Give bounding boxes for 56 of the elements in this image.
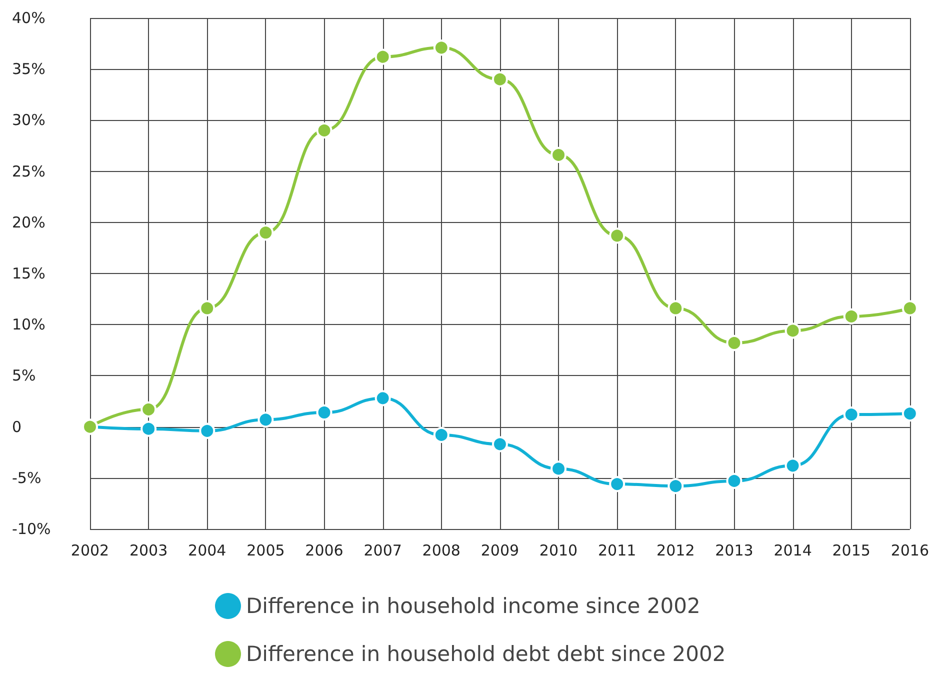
- x-tick-label: 2008: [422, 542, 460, 560]
- point: [902, 300, 918, 316]
- x-tick-label: 2003: [129, 542, 168, 560]
- point: [726, 472, 742, 489]
- y-tick-label: 35%: [12, 60, 46, 78]
- y-tick-label: 10%: [12, 316, 46, 334]
- point: [492, 71, 508, 88]
- point: [784, 322, 801, 339]
- point: [492, 436, 508, 452]
- y-tick-label: 30%: [12, 111, 46, 130]
- point: [668, 478, 684, 494]
- point: [902, 406, 918, 422]
- x-tick-label: 2012: [656, 542, 695, 560]
- point: [374, 390, 391, 406]
- x-tick-label: 2014: [774, 542, 812, 560]
- x-tick-label: 2013: [715, 542, 754, 560]
- point: [258, 224, 274, 241]
- x-tick-label: 2004: [188, 542, 226, 560]
- point: [609, 228, 626, 244]
- point: [843, 308, 860, 324]
- y-tick-label: 0: [12, 418, 22, 436]
- y-tick-label: 15%: [12, 264, 46, 282]
- point: [316, 122, 332, 138]
- x-tick-label: 2005: [246, 542, 285, 560]
- point: [784, 458, 801, 474]
- point: [550, 460, 567, 477]
- point: [374, 48, 391, 65]
- x-tick-label: 2010: [539, 542, 578, 560]
- x-tick-label: 2016: [890, 542, 930, 560]
- legend-label: Difference in household income since 2002: [246, 594, 700, 618]
- point: [668, 300, 684, 316]
- y-tick-label: -10%: [12, 520, 51, 538]
- point: [433, 426, 450, 443]
- y-tick-label: -5%: [12, 468, 42, 487]
- x-tick-label: 2006: [305, 542, 344, 560]
- legend-label: Difference in household debt debt since 2002: [246, 642, 726, 666]
- point: [140, 401, 157, 418]
- point: [199, 422, 216, 439]
- point: [843, 406, 860, 423]
- y-tick-label: 20%: [12, 213, 46, 232]
- x-tick-label: 2009: [480, 542, 520, 560]
- x-tick-label: 2002: [70, 542, 110, 560]
- point: [609, 476, 626, 492]
- x-tick-label: 2011: [598, 542, 636, 560]
- y-tick-label: 5%: [12, 366, 36, 385]
- y-tick-label: 25%: [12, 162, 46, 180]
- point: [433, 40, 450, 56]
- x-tick-label: 2007: [364, 542, 402, 560]
- point: [199, 300, 216, 316]
- point: [316, 404, 332, 420]
- point: [550, 146, 567, 163]
- point: [258, 412, 274, 428]
- point: [140, 420, 157, 437]
- x-tick-label: 2015: [832, 542, 870, 560]
- point: [726, 335, 742, 351]
- y-tick-label: 40%: [12, 9, 46, 27]
